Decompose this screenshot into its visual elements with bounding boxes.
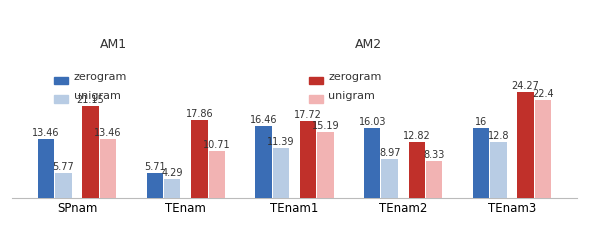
Bar bbox=[409, 142, 425, 198]
Text: unigram: unigram bbox=[329, 91, 375, 101]
Text: unigram: unigram bbox=[74, 91, 121, 101]
Bar bbox=[209, 151, 225, 198]
Bar bbox=[317, 132, 333, 198]
FancyBboxPatch shape bbox=[54, 77, 68, 84]
Text: AM1: AM1 bbox=[100, 38, 127, 51]
Bar bbox=[38, 139, 54, 198]
Bar bbox=[55, 173, 72, 198]
Text: 13.46: 13.46 bbox=[32, 128, 59, 138]
Bar bbox=[364, 128, 380, 198]
Bar bbox=[82, 106, 99, 198]
Text: 8.33: 8.33 bbox=[423, 150, 445, 161]
FancyBboxPatch shape bbox=[54, 95, 68, 103]
Bar bbox=[100, 139, 116, 198]
Bar bbox=[535, 100, 551, 198]
Text: 5.71: 5.71 bbox=[144, 162, 166, 172]
Text: 11.39: 11.39 bbox=[267, 137, 294, 147]
Text: 10.71: 10.71 bbox=[203, 140, 230, 150]
Text: AM2: AM2 bbox=[355, 38, 382, 51]
Bar bbox=[382, 159, 398, 198]
Text: 16.03: 16.03 bbox=[359, 117, 386, 127]
Text: 13.46: 13.46 bbox=[94, 128, 122, 138]
Bar bbox=[147, 173, 163, 198]
Bar bbox=[490, 142, 507, 198]
Bar bbox=[164, 179, 180, 198]
Text: 21.15: 21.15 bbox=[77, 95, 104, 105]
Text: 16.46: 16.46 bbox=[250, 115, 277, 125]
Text: zerogram: zerogram bbox=[74, 73, 127, 82]
Text: 8.97: 8.97 bbox=[379, 148, 401, 158]
Text: 16: 16 bbox=[475, 117, 487, 127]
Bar bbox=[191, 120, 207, 198]
Bar bbox=[473, 128, 489, 198]
Text: 12.82: 12.82 bbox=[403, 131, 431, 141]
Text: 17.86: 17.86 bbox=[186, 109, 213, 119]
Bar bbox=[273, 148, 289, 198]
Bar bbox=[300, 121, 316, 198]
Bar bbox=[256, 126, 272, 198]
FancyBboxPatch shape bbox=[309, 95, 323, 103]
Text: zerogram: zerogram bbox=[329, 73, 382, 82]
Bar bbox=[517, 92, 534, 198]
Text: 24.27: 24.27 bbox=[512, 81, 540, 91]
Text: 15.19: 15.19 bbox=[312, 121, 339, 131]
Text: 5.77: 5.77 bbox=[52, 161, 74, 172]
Bar bbox=[426, 161, 442, 198]
FancyBboxPatch shape bbox=[309, 77, 323, 84]
Text: 12.8: 12.8 bbox=[488, 131, 509, 141]
Text: 4.29: 4.29 bbox=[161, 168, 183, 178]
Text: 17.72: 17.72 bbox=[294, 110, 322, 120]
Text: 22.4: 22.4 bbox=[532, 89, 554, 99]
